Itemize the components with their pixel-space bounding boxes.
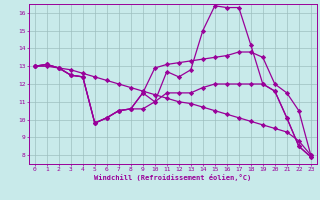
X-axis label: Windchill (Refroidissement éolien,°C): Windchill (Refroidissement éolien,°C): [94, 174, 252, 181]
